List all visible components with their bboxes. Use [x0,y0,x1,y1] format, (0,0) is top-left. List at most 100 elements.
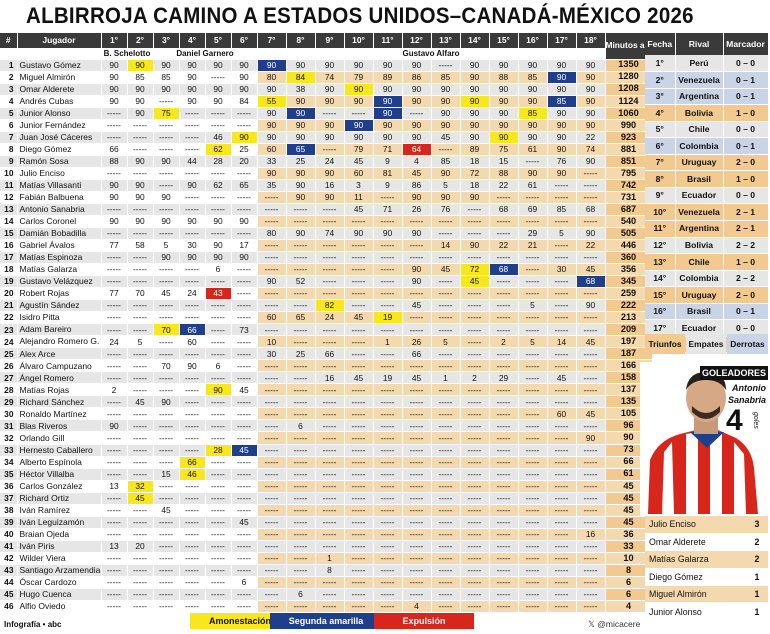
minutes-cell: ----- [402,504,432,517]
minutes-cell: 70 [127,287,154,301]
col-header-match: 13° [431,33,461,49]
minutes-cell: 84 [231,95,258,108]
col-header-match: 7° [257,33,287,49]
minutes-cell: ----- [101,564,128,577]
minutes-cell: ----- [431,600,461,614]
credit-infografia: Infografía • abc [4,620,62,629]
minutes-cell: ----- [153,167,180,180]
minutes-cell: ----- [286,215,316,228]
minutes-cell: 46 [205,131,232,144]
minutes-cell: ----- [231,419,258,433]
minutes-cell: ----- [231,540,258,553]
result-rival: Colombia [675,270,724,288]
minutes-cell: ----- [257,504,287,517]
minutes-cell: 2 [101,383,128,397]
minutes-cell: ----- [231,275,258,289]
result-score: 1 – 0 [723,253,769,271]
minutes-cell: 9 [373,179,403,192]
minutes-cell: ----- [286,371,316,385]
minutes-cell: ----- [547,347,577,361]
minutes-cell: 90 [286,131,316,144]
minutes-cell: ----- [431,143,461,156]
minutes-cell: 90 [179,59,206,72]
minutes-cell: 45 [231,444,258,457]
minutes-cell: 45 [576,335,606,349]
minutes-cell: ----- [518,215,548,228]
minutes-cell: ----- [153,299,180,313]
minutes-cell: ----- [179,444,206,457]
minutes-cell: ----- [402,287,432,301]
minutes-cell: ----- [101,600,128,614]
minutes-cell: ----- [257,383,287,397]
minutes-cell: ----- [179,131,206,144]
minutes-cell: ----- [286,492,316,505]
minutes-cell: ----- [153,552,180,565]
minutes-cell: ----- [286,504,316,517]
minutes-cell: 66 [179,456,206,469]
minutes-cell: 90 [431,119,461,132]
minutes-cell: ----- [257,588,287,601]
minutes-cell: ----- [402,239,432,253]
minutes-cell: ----- [231,371,258,385]
minutes-cell: 90 [127,59,154,72]
minutes-cell: ----- [460,576,490,589]
minutes-cell: ----- [460,359,490,373]
minutes-cell: 90 [460,131,490,144]
minutes-cell: ----- [205,576,232,589]
table-row: 18 Matías Galarza ----- ----- ----- ----- 6 ---… [0,263,653,277]
minutes-cell: 65 [231,179,258,192]
scorer-name: Julio Enciso [645,516,746,534]
player-number: 19 [0,275,18,289]
minutes-cell: ----- [205,347,232,361]
minutes-cell: 71 [373,143,403,156]
minutes-cell: ----- [153,95,180,108]
minutes-cell: 82 [315,299,345,313]
col-header-match: 4° [179,33,206,49]
minutes-cell: ----- [344,504,374,517]
minutes-cell: ----- [402,419,432,433]
minutes-cell: ----- [373,395,403,409]
minutes-cell: 45 [231,516,258,529]
minutes-cell: 90 [257,131,287,144]
minutes-cell: ----- [373,528,403,541]
minutes-cell: 79 [344,71,374,84]
minutes-cell: ----- [127,444,154,457]
player-name: Santiago Arzamendia [17,564,102,577]
minutes-cell: ----- [179,371,206,385]
minutes-cell: ----- [547,299,577,313]
minutes-cell: ----- [179,227,206,240]
minutes-cell: ----- [344,395,374,409]
minutes-cell: ----- [576,251,606,265]
minutes-cell: ----- [344,419,374,433]
minutes-cell: ----- [344,299,374,313]
scorer-goals: 2 [746,533,768,552]
minutes-cell: ----- [547,419,577,433]
res-header-score: Marcador [723,33,769,55]
minutes-cell: ----- [257,431,287,445]
minutes-cell: ----- [402,480,432,493]
minutes-cell: ----- [179,552,206,565]
minutes-cell: ----- [576,347,606,361]
minutes-cell: 90 [431,95,461,108]
results-table: Fecha Rival Marcador 1° Perú 0 – 0 2° Venezu… [645,33,769,354]
minutes-cell: 90 [344,227,374,240]
scorer-name: Junior Alonso [645,602,746,621]
minutes-cell: ----- [518,516,548,529]
player-name: Gabriel Ávalos [17,239,102,253]
minutes-cell: ----- [431,59,461,72]
minutes-cell: ----- [153,456,180,469]
minutes-cell: ----- [489,311,519,325]
result-score: 1 – 0 [723,170,769,188]
minutes-cell: ----- [576,287,606,301]
result-date: 6° [645,137,676,155]
minutes-cell: 90 [431,107,461,120]
minutes-cell: ----- [431,492,461,505]
minutes-cell: ----- [460,299,490,313]
minutes-cell: ----- [518,419,548,433]
minutes-cell: ----- [402,456,432,469]
minutes-cell: 74 [576,143,606,156]
player-name: Juan José Cáceres [17,131,102,144]
total-minutes: 6 [605,576,653,589]
minutes-cell: ----- [257,287,287,301]
minutes-cell: ----- [231,431,258,445]
